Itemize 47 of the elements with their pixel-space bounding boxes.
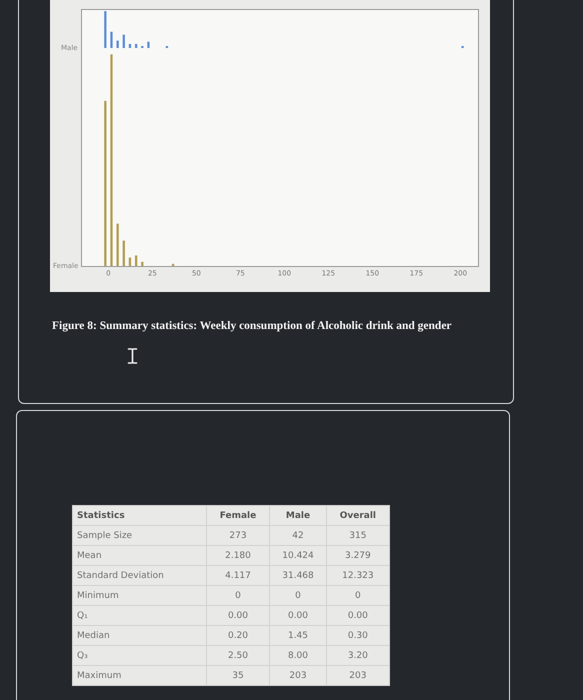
- data-label: 203: [326, 666, 390, 686]
- bar: [141, 262, 144, 266]
- bar: [104, 11, 106, 48]
- data-label: 31.468: [270, 566, 326, 586]
- category-label: Q₃: [72, 646, 206, 666]
- data-label: 0.00: [206, 606, 270, 626]
- data-label: 10.424: [270, 546, 326, 566]
- data-label: 8.00: [270, 646, 326, 666]
- data-label: 12.323: [326, 566, 390, 586]
- text: Statistics: [72, 506, 206, 526]
- data-label: 0.00: [326, 606, 390, 626]
- data-label: 203: [270, 666, 326, 686]
- data-label: 2.50: [206, 646, 270, 666]
- data-label: 0.20: [206, 626, 270, 646]
- bar: [116, 40, 119, 48]
- category-label: Maximum: [72, 666, 206, 686]
- bar: [122, 34, 125, 48]
- data-label: 315: [326, 526, 390, 546]
- text: Male: [270, 506, 326, 526]
- data-label: 0: [270, 586, 326, 606]
- data-label: 273: [206, 526, 270, 546]
- bar: [104, 100, 106, 266]
- series-label: Female: [206, 506, 270, 526]
- data-label: 0: [206, 586, 270, 606]
- data-label: 0.00: [270, 606, 326, 626]
- category-label: Standard Deviation: [72, 566, 206, 586]
- caption: Figure 8: Summary statistics: Weekly consumption of Alcoholic drink and gender: [52, 320, 452, 332]
- data-label: 0: [326, 586, 390, 606]
- text: Overall: [326, 506, 390, 526]
- data-label: 2.180: [206, 546, 270, 566]
- category-label: Q₁: [72, 606, 206, 626]
- bar: [134, 255, 138, 266]
- category-label: Mean: [72, 546, 206, 566]
- data-label: 4.117: [206, 566, 270, 586]
- bar: [122, 240, 125, 266]
- data-label: 35: [206, 666, 270, 686]
- bar: [116, 224, 119, 266]
- data-label: 0.30: [326, 626, 390, 646]
- data-label: 3.20: [326, 646, 390, 666]
- category-label: Minimum: [72, 586, 206, 606]
- data-label: 1.45: [270, 626, 326, 646]
- data-label: 42: [270, 526, 326, 546]
- category-label: Median: [72, 626, 206, 646]
- bar: [147, 42, 150, 48]
- data-label: 3.279: [326, 546, 390, 566]
- category-label: Sample Size: [72, 526, 206, 546]
- bar: [134, 44, 138, 48]
